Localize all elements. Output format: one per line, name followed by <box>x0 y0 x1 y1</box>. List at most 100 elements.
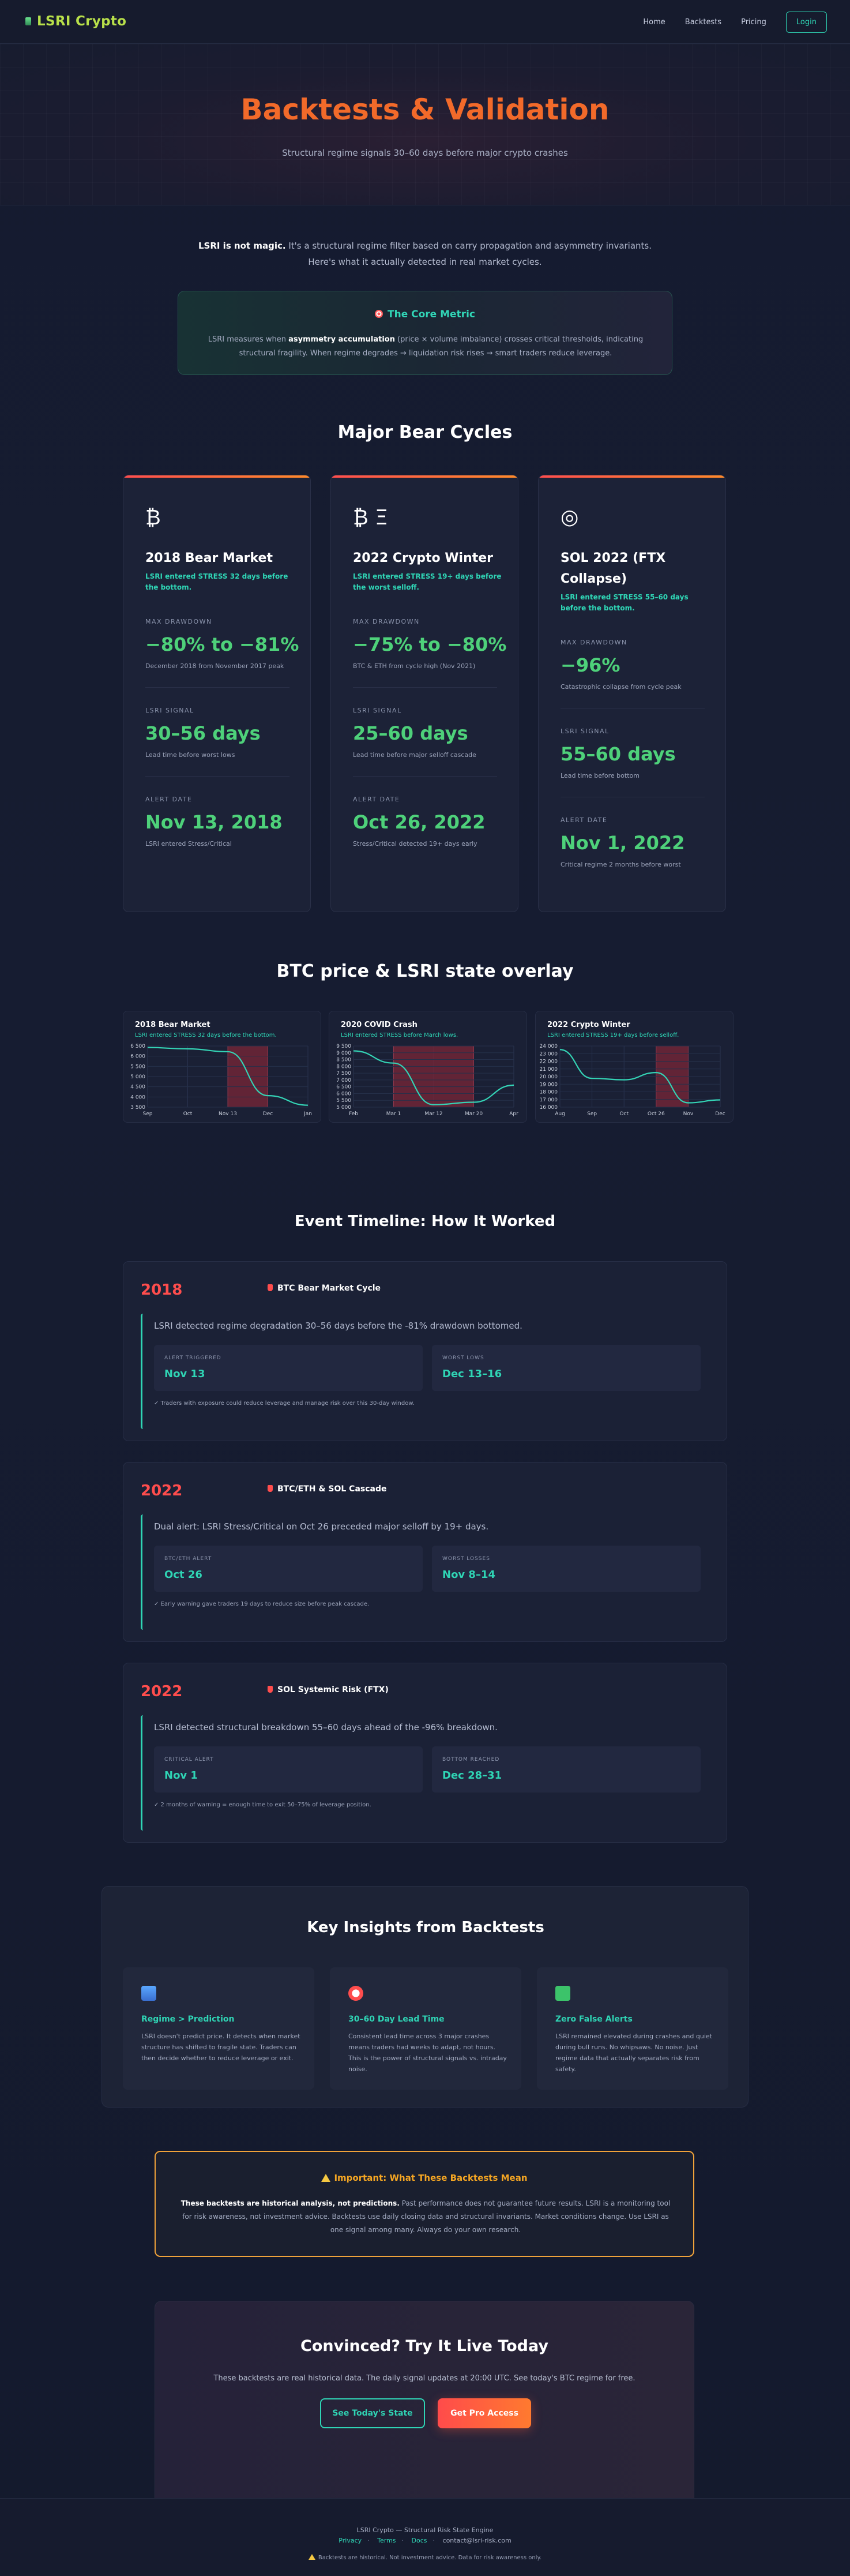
y-tick-label: 9 500 <box>336 1044 351 1049</box>
footer-link-docs[interactable]: Docs <box>411 2537 427 2544</box>
timeline-year: 2018 <box>141 1281 183 1299</box>
warning-icon <box>308 2554 315 2560</box>
y-tick-label: 7 000 <box>336 1078 351 1083</box>
box-label: WORST LOWS <box>442 1355 484 1361</box>
signal-note: Lead time before bottom <box>561 772 640 779</box>
intro-body: It's a structural regime filter based on… <box>285 241 652 267</box>
bitcoin-icon: ₿ <box>145 506 161 530</box>
timeline-box: BTC/ETH ALERT Oct 26 <box>154 1546 423 1592</box>
box-value: Oct 26 <box>164 1569 202 1581</box>
bear-card-title: 2022 Crypto Winter <box>353 551 494 565</box>
y-tick-label: 21 000 <box>540 1067 558 1073</box>
bar-chart-icon <box>141 1986 156 2001</box>
footer-links: Privacy · Terms · Docs · contact@lsri-risk.… <box>339 2537 511 2544</box>
insights-panel: Key Insights from Backtests Regime > Pre… <box>101 1886 749 2108</box>
insight-text: LSRI remained elevated during crashes an… <box>555 2033 712 2073</box>
signal-label: LSRI SIGNAL <box>561 728 610 735</box>
footer-link-privacy[interactable]: Privacy <box>339 2537 362 2544</box>
insight-text: LSRI doesn't predict price. It detects w… <box>141 2033 300 2062</box>
timeline-event: BTC/ETH & SOL Cascade <box>268 1484 387 1494</box>
x-tick-label: Dec <box>715 1111 725 1117</box>
box-value: Dec 28–31 <box>442 1769 502 1782</box>
timeline-box: WORST LOWS Dec 13–16 <box>432 1345 701 1391</box>
chart-card-2018: 2018 Bear Market LSRI entered STRESS 32 … <box>123 1011 321 1123</box>
y-tick-label: 6 000 <box>336 1091 351 1097</box>
chart-title: 2022 Crypto Winter <box>547 1021 630 1029</box>
check-mark-icon <box>555 1986 570 2001</box>
alert-icon <box>268 1686 273 1693</box>
timeline-desc: Dual alert: LSRI Stress/Critical on Oct … <box>154 1521 489 1532</box>
signal-label: LSRI SIGNAL <box>145 707 194 714</box>
insight-card-regime: Regime > Prediction LSRI doesn't predict… <box>123 1967 314 2090</box>
insights-title: Key Insights from Backtests <box>307 1919 544 1936</box>
x-tick-label: Aug <box>555 1111 565 1117</box>
drawdown-value: −96% <box>561 654 620 676</box>
signal-note: Lead time before major selloff cascade <box>353 751 476 759</box>
alert-icon <box>268 1485 273 1492</box>
y-tick-label: 6 500 <box>130 1044 145 1049</box>
drawdown-note: December 2018 from November 2017 peak <box>145 662 284 670</box>
core-metric-title-text: The Core Metric <box>388 309 475 320</box>
y-tick-label: 22 000 <box>540 1059 558 1065</box>
y-tick-label: 5 500 <box>130 1064 145 1070</box>
alarm-clock-icon <box>348 1986 363 2001</box>
insight-card-false-alerts: Zero False Alerts LSRI remained elevated… <box>537 1967 728 2090</box>
hero-section: Backtests & Validation Structural regime… <box>0 44 850 205</box>
box-label: BOTTOM REACHED <box>442 1757 500 1763</box>
chart-subtitle: LSRI entered STRESS 32 days before the b… <box>135 1032 277 1038</box>
cta-title: Convinced? Try It Live Today <box>300 2337 548 2355</box>
y-tick-label: 19 000 <box>540 1082 558 1088</box>
x-tick-label: Sep <box>143 1111 153 1117</box>
timeline-foot: ✓ Traders with exposure could reduce lev… <box>154 1400 415 1407</box>
brand-icon <box>25 17 31 25</box>
y-tick-label: 6 000 <box>130 1054 145 1060</box>
signal-label: LSRI SIGNAL <box>353 707 402 714</box>
y-tick-label: 24 000 <box>540 1044 558 1049</box>
x-tick-label: Apr <box>509 1111 518 1117</box>
chart-card-2022: 2022 Crypto Winter LSRI entered STRESS 1… <box>535 1011 734 1123</box>
footer-link-terms[interactable]: Terms <box>377 2537 396 2544</box>
login-button[interactable]: Login <box>785 12 827 33</box>
timeline-box: CRITICAL ALERT Nov 1 <box>154 1746 423 1793</box>
brand-logo[interactable]: LSRI Crypto <box>25 14 126 29</box>
x-tick-label: Nov 13 <box>219 1111 237 1117</box>
box-label: WORST LOSSES <box>442 1556 490 1562</box>
timeline-body: Dual alert: LSRI Stress/Critical on Oct … <box>141 1514 710 1630</box>
see-todays-state-button[interactable]: See Today's State <box>320 2398 425 2428</box>
bear-cycles-title: Major Bear Cycles <box>337 422 513 443</box>
alert-value: Oct 26, 2022 <box>353 811 486 833</box>
get-pro-access-button[interactable]: Get Pro Access <box>438 2398 531 2428</box>
intro-lead: LSRI is not magic. <box>198 241 286 251</box>
signal-value: 30–56 days <box>145 722 261 744</box>
core-metric-box: The Core Metric LSRI measures when asymm… <box>178 291 672 375</box>
core-metric-title: The Core Metric <box>178 309 672 320</box>
bear-card-note: LSRI entered STRESS 32 days before the b… <box>145 572 288 591</box>
alert-value: Nov 13, 2018 <box>145 811 283 833</box>
timeline-foot: ✓ 2 months of warning = enough time to e… <box>154 1802 371 1808</box>
box-value: Nov 8–14 <box>442 1569 496 1581</box>
footer-contact-email[interactable]: contact@lsri-risk.com <box>442 2537 511 2544</box>
box-value: Nov 13 <box>164 1368 205 1380</box>
timeline-card-2022-btc: 2022 BTC/ETH & SOL Cascade Dual alert: L… <box>123 1462 727 1642</box>
nav-link-backtests[interactable]: Backtests <box>684 18 722 27</box>
y-tick-label: 5 000 <box>130 1074 145 1080</box>
y-tick-label: 18 000 <box>540 1090 558 1096</box>
disclaimer-title: Important: What These Backtests Mean <box>156 2173 693 2183</box>
chart-title: 2018 Bear Market <box>135 1021 210 1029</box>
x-tick-label: Nov <box>683 1111 694 1117</box>
bear-card-note: LSRI entered STRESS 19+ days before the … <box>353 572 502 591</box>
nav-link-home[interactable]: Home <box>643 18 665 27</box>
nav-link-pricing[interactable]: Pricing <box>741 18 766 27</box>
cta-section: Convinced? Try It Live Today These backt… <box>155 2301 694 2506</box>
timeline-event: BTC Bear Market Cycle <box>268 1284 381 1293</box>
footer-tagline: LSRI Crypto — Structural Risk State Engi… <box>356 2526 494 2534</box>
timeline-foot: ✓ Early warning gave traders 19 days to … <box>154 1601 370 1607</box>
bear-card-title: 2018 Bear Market <box>145 551 273 565</box>
drawdown-label: MAX DRAWDOWN <box>353 618 420 625</box>
page-subtitle: Structural regime signals 30–60 days bef… <box>282 148 568 158</box>
cta-text: These backtests are real historical data… <box>213 2374 635 2383</box>
drawdown-note: BTC & ETH from cycle high (Nov 2021) <box>353 662 476 670</box>
box-label: CRITICAL ALERT <box>164 1757 214 1763</box>
